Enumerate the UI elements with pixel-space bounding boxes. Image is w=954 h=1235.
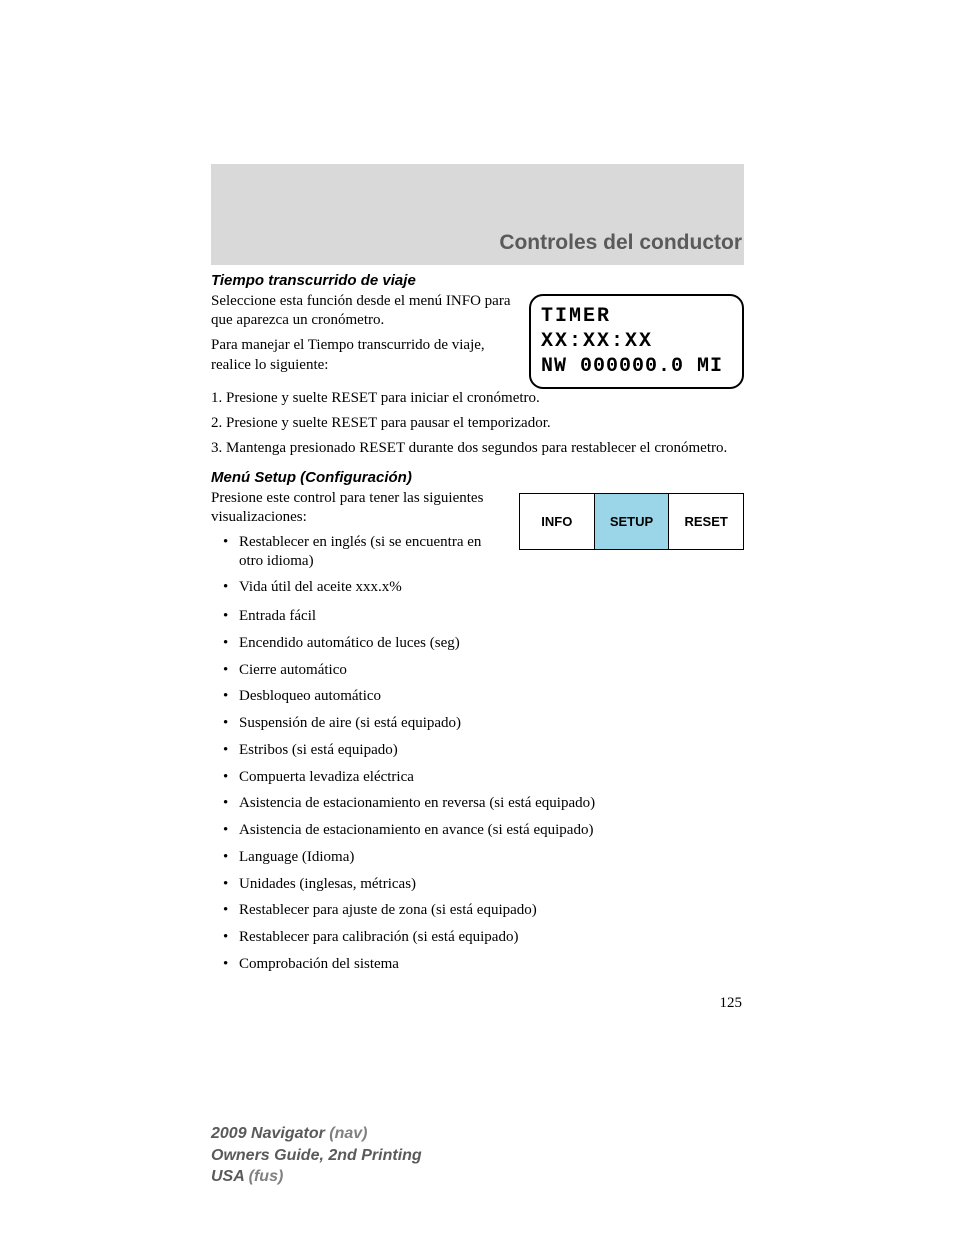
list-item: Encendido automático de luces (seg) (211, 634, 744, 653)
section2-heading: Menú Setup (Configuración) (211, 469, 744, 486)
footer: 2009 Navigator (nav) Owners Guide, 2nd P… (211, 1123, 422, 1188)
list-item: Entrada fácil (211, 607, 744, 626)
page-content: Tiempo transcurrido de viaje Seleccione … (211, 272, 744, 982)
info-button[interactable]: INFO (520, 494, 595, 549)
list-item: Asistencia de estacionamiento en reversa… (211, 794, 744, 813)
list-item: Desbloqueo automático (211, 687, 744, 706)
reset-button[interactable]: RESET (669, 494, 743, 549)
footer-l3b: (fus) (249, 1168, 284, 1185)
page-title: Controles del conductor (499, 231, 742, 255)
section2-list: Entrada fácil Encendido automático de lu… (211, 607, 744, 974)
section1-p2: Para manejar el Tiempo transcurrido de v… (211, 336, 511, 374)
timer-line2: NW 000000.0 MI (541, 354, 732, 379)
section1-step2: 2. Presione y suelte RESET para pausar e… (211, 414, 744, 433)
timer-display: TIMER XX:XX:XX NW 000000.0 MI (529, 294, 744, 389)
section1-left: Seleccione esta función desde el menú IN… (211, 292, 511, 381)
footer-l3a: USA (211, 1168, 249, 1185)
list-item: Cierre automático (211, 661, 744, 680)
section1-step1: 1. Presione y suelte RESET para iniciar … (211, 389, 744, 408)
list-item: Language (Idioma) (211, 848, 744, 867)
list-item: Compuerta levadiza eléctrica (211, 768, 744, 787)
list-item: Estribos (si está equipado) (211, 741, 744, 760)
setup-button[interactable]: SETUP (595, 494, 670, 549)
list-item: Comprobación del sistema (211, 955, 744, 974)
footer-l1a: 2009 Navigator (211, 1125, 329, 1142)
footer-line2: Owners Guide, 2nd Printing (211, 1145, 422, 1167)
section1-row: Seleccione esta función desde el menú IN… (211, 292, 744, 389)
list-item: Unidades (inglesas, métricas) (211, 875, 744, 894)
page-number: 125 (720, 995, 743, 1012)
timer-line1: TIMER XX:XX:XX (541, 304, 732, 354)
list-item: Asistencia de estacionamiento en avance … (211, 821, 744, 840)
list-item: Restablecer en inglés (si se encuentra e… (211, 533, 501, 571)
footer-line3: USA (fus) (211, 1166, 422, 1188)
section1-p1: Seleccione esta función desde el menú IN… (211, 292, 511, 330)
section2-row: Presione este control para tener las sig… (211, 489, 744, 606)
section2-list-top: Restablecer en inglés (si se encuentra e… (211, 533, 501, 597)
section1-heading: Tiempo transcurrido de viaje (211, 272, 744, 289)
section2-p1: Presione este control para tener las sig… (211, 489, 501, 527)
footer-l1b: (nav) (329, 1125, 367, 1142)
section1-step3: 3. Mantenga presionado RESET durante dos… (211, 439, 744, 458)
list-item: Restablecer para ajuste de zona (si está… (211, 901, 744, 920)
list-item: Vida útil del aceite xxx.x% (211, 578, 501, 597)
list-item: Suspensión de aire (si está equipado) (211, 714, 744, 733)
list-item: Restablecer para calibración (si está eq… (211, 928, 744, 947)
button-panel: INFO SETUP RESET (519, 493, 744, 550)
footer-line1: 2009 Navigator (nav) (211, 1123, 422, 1145)
section2-left: Presione este control para tener las sig… (211, 489, 501, 606)
